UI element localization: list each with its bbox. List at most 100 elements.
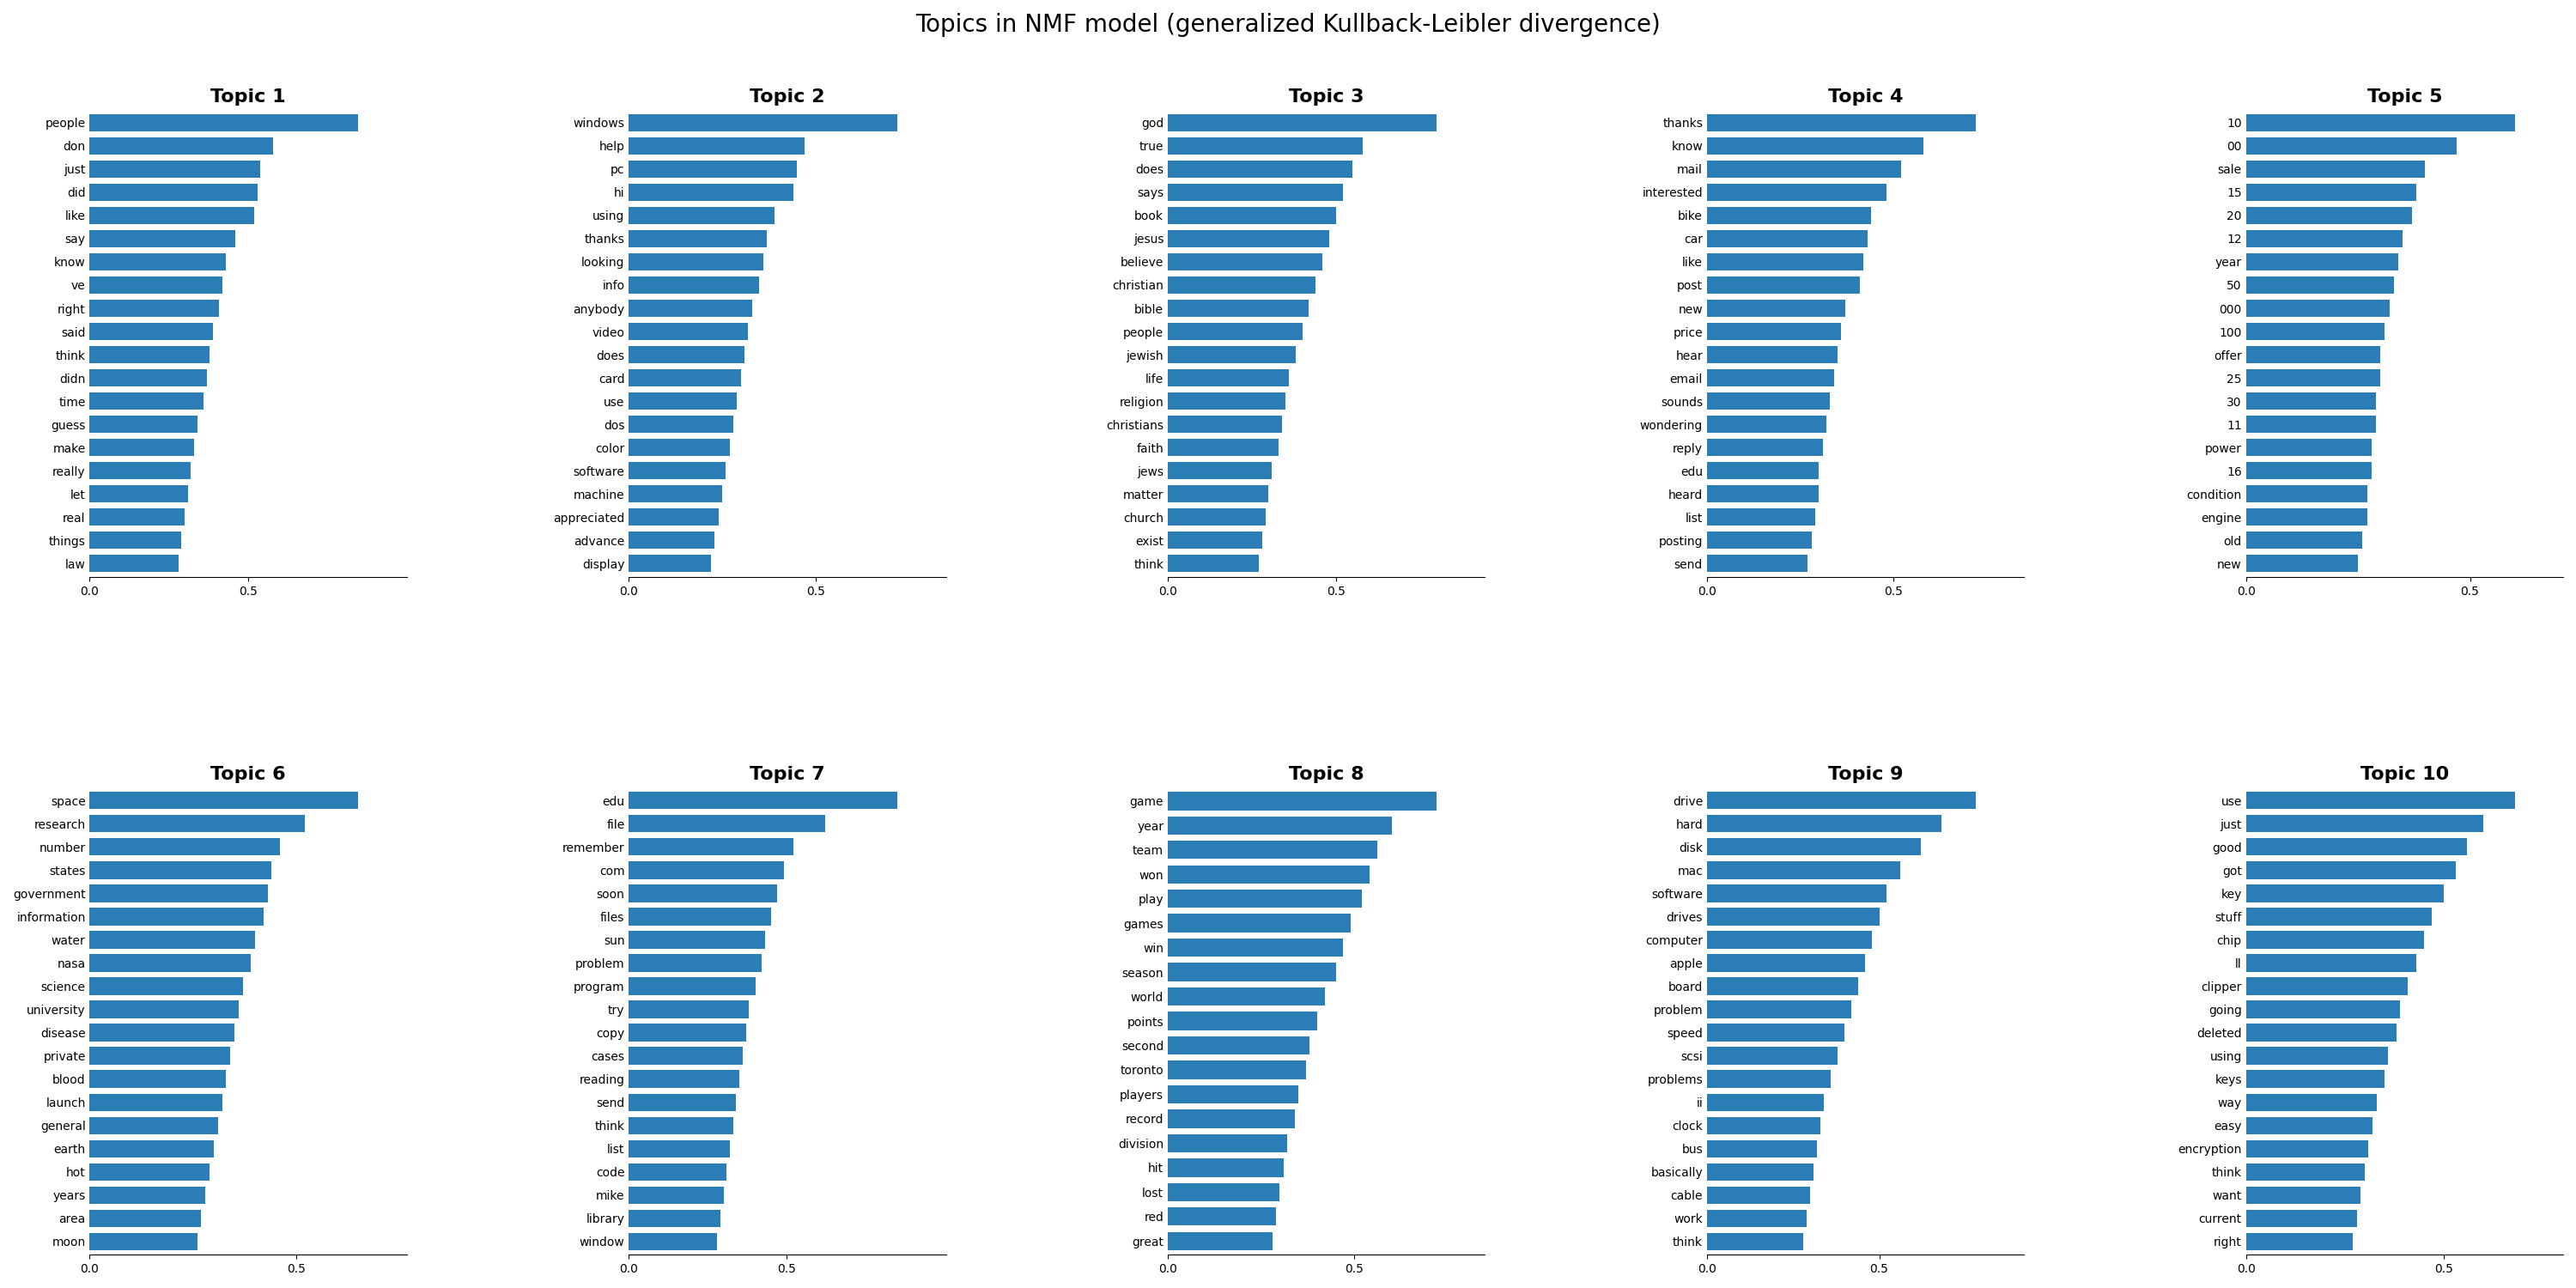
Bar [90, 1117, 219, 1135]
Bar [629, 838, 793, 855]
Bar [2246, 113, 2514, 131]
Bar [2246, 885, 2445, 902]
Bar [629, 1186, 724, 1204]
Bar [1167, 207, 1337, 224]
Bar [1708, 323, 1842, 340]
Bar [90, 1024, 234, 1041]
Bar [1167, 792, 1437, 810]
Bar [1708, 231, 1868, 247]
Bar [2246, 931, 2424, 948]
Bar [1708, 931, 1873, 948]
Bar [629, 908, 770, 925]
Bar [2246, 277, 2393, 294]
Bar [1167, 346, 1296, 363]
Bar [90, 370, 206, 386]
Bar [1167, 509, 1265, 526]
Bar [1167, 963, 1337, 981]
Bar [2246, 370, 2380, 386]
Bar [629, 954, 762, 971]
Bar [1708, 862, 1901, 878]
Bar [1167, 439, 1278, 456]
Bar [1708, 207, 1870, 224]
Bar [90, 346, 209, 363]
Bar [629, 393, 737, 410]
Bar [629, 184, 793, 201]
Bar [2246, 416, 2375, 433]
Bar [629, 555, 711, 572]
Bar [90, 300, 219, 317]
Bar [2246, 1047, 2388, 1064]
Bar [2246, 184, 2416, 201]
Bar [90, 1001, 240, 1018]
Bar [1708, 555, 1808, 572]
Bar [629, 254, 762, 270]
Bar [90, 532, 180, 549]
Bar [1708, 346, 1837, 363]
Bar [90, 978, 242, 994]
Bar [2246, 908, 2432, 925]
Bar [2246, 137, 2458, 155]
Bar [1708, 978, 1857, 994]
Bar [1167, 1133, 1288, 1153]
Title: Topic 9: Topic 9 [1829, 766, 1904, 783]
Bar [1167, 1037, 1309, 1055]
Bar [90, 931, 255, 948]
Bar [90, 908, 263, 925]
Title: Topic 6: Topic 6 [211, 766, 286, 783]
Bar [1167, 1109, 1296, 1128]
Bar [2246, 1024, 2396, 1041]
Bar [1708, 815, 1942, 832]
Bar [90, 1163, 209, 1181]
Bar [2246, 1070, 2385, 1087]
Bar [1167, 939, 1342, 957]
Bar [1167, 393, 1285, 410]
Bar [1708, 254, 1862, 270]
Bar [629, 277, 760, 294]
Bar [1167, 370, 1288, 386]
Bar [1708, 1001, 1852, 1018]
Bar [1708, 277, 1860, 294]
Bar [629, 862, 783, 878]
Bar [90, 509, 185, 526]
Bar [2246, 978, 2409, 994]
Bar [2246, 1209, 2357, 1227]
Bar [90, 323, 214, 340]
Bar [2246, 838, 2468, 855]
Bar [90, 1233, 198, 1251]
Bar [1167, 113, 1437, 131]
Bar [2246, 954, 2416, 971]
Bar [1708, 908, 1880, 925]
Bar [90, 254, 227, 270]
Title: Topic 1: Topic 1 [211, 89, 286, 106]
Bar [1708, 184, 1886, 201]
Bar [1167, 277, 1316, 294]
Bar [90, 137, 273, 155]
Bar [1167, 841, 1378, 859]
Bar [629, 1117, 734, 1135]
Bar [629, 113, 896, 131]
Bar [629, 439, 729, 456]
Bar [2246, 1001, 2401, 1018]
Bar [629, 1163, 726, 1181]
Bar [629, 815, 824, 832]
Bar [629, 885, 778, 902]
Bar [1167, 532, 1262, 549]
Bar [1708, 462, 1819, 479]
Bar [1167, 254, 1321, 270]
Bar [1708, 1094, 1824, 1112]
Bar [629, 346, 744, 363]
Bar [1708, 1024, 1844, 1041]
Bar [1167, 1231, 1273, 1251]
Bar [90, 231, 234, 247]
Bar [1708, 416, 1826, 433]
Bar [1708, 439, 1824, 456]
Bar [2246, 792, 2514, 809]
Bar [2246, 254, 2398, 270]
Title: Topic 8: Topic 8 [1288, 766, 1365, 783]
Bar [90, 1047, 229, 1064]
Bar [1167, 988, 1324, 1006]
Title: Topic 3: Topic 3 [1288, 89, 1363, 106]
Bar [629, 137, 804, 155]
Bar [1708, 1117, 1821, 1135]
Bar [90, 1094, 222, 1112]
